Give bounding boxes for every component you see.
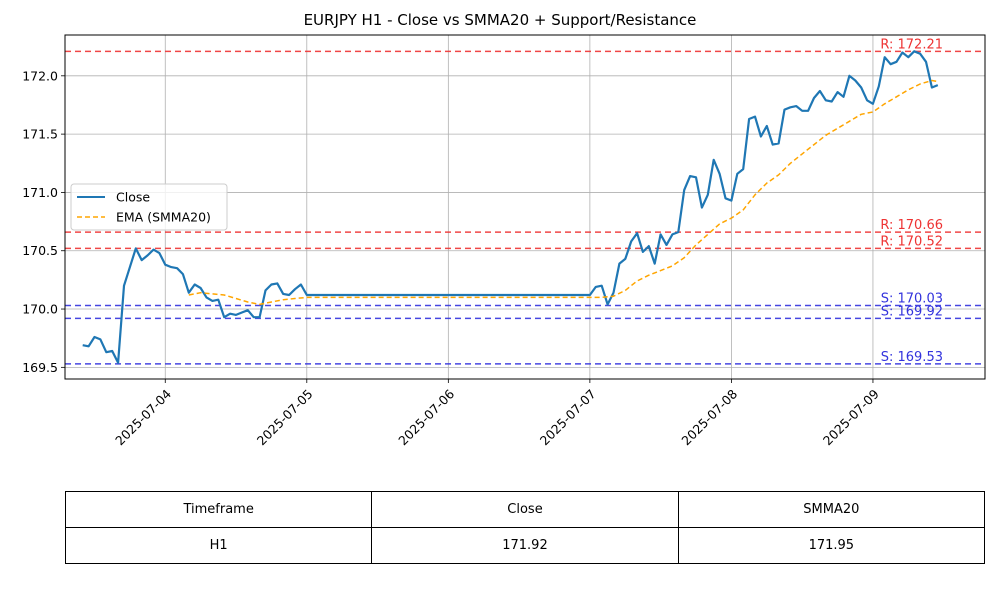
resistance-label: R: 172.21	[880, 37, 943, 52]
series-lines	[82, 50, 939, 364]
x-tick-label: 2025-07-05	[254, 386, 316, 448]
support-label: S: 170.03	[881, 292, 943, 307]
close-price-line	[82, 50, 939, 364]
x-tick-label: 2025-07-06	[395, 386, 457, 448]
x-tick-label: 2025-07-09	[820, 386, 882, 448]
table-cell: 171.95	[677, 527, 986, 564]
table-header-row: Timeframe Close SMMA20	[64, 491, 986, 528]
chart-title: EURJPY H1 - Close vs SMMA20 + Support/Re…	[303, 11, 697, 29]
smma20-line	[188, 79, 938, 306]
chart-plot: R: 172.21R: 170.66R: 170.52S: 170.03S: 1…	[22, 34, 986, 448]
table-row: H1 171.92 171.95	[64, 527, 986, 564]
table-header-cell: Close	[371, 491, 679, 528]
resistance-label: R: 170.52	[880, 234, 943, 249]
table-header-cell: SMMA20	[677, 491, 986, 528]
support-label: S: 169.53	[881, 350, 943, 365]
summary-table: Timeframe Close SMMA20 H1 171.92 171.95	[64, 491, 986, 564]
y-tick-label: 172.0	[22, 68, 58, 83]
y-tick-label: 170.0	[22, 302, 58, 317]
table-header-cell: Timeframe	[64, 491, 373, 528]
y-tick-label: 169.5	[22, 360, 58, 375]
legend-label-ema: EMA (SMMA20)	[116, 210, 211, 225]
plot-frame	[64, 34, 986, 380]
x-tick-label: 2025-07-08	[678, 386, 740, 448]
y-tick-label: 171.0	[22, 185, 58, 200]
resistance-label: R: 170.66	[880, 218, 943, 233]
support-resistance-lines	[65, 50, 985, 365]
level-labels: R: 172.21R: 170.66R: 170.52S: 170.03S: 1…	[880, 37, 943, 365]
y-tick-label: 170.5	[22, 243, 58, 258]
legend-label-close: Close	[116, 190, 150, 205]
support-label: S: 169.92	[881, 304, 943, 319]
table-cell: H1	[64, 527, 373, 564]
table-cell: 171.92	[371, 527, 679, 564]
legend: Close EMA (SMMA20)	[70, 183, 228, 231]
legend-box	[70, 183, 228, 231]
y-tick-label: 171.5	[22, 127, 58, 142]
x-tick-label: 2025-07-04	[112, 386, 174, 448]
x-tick-label: 2025-07-07	[537, 386, 599, 448]
